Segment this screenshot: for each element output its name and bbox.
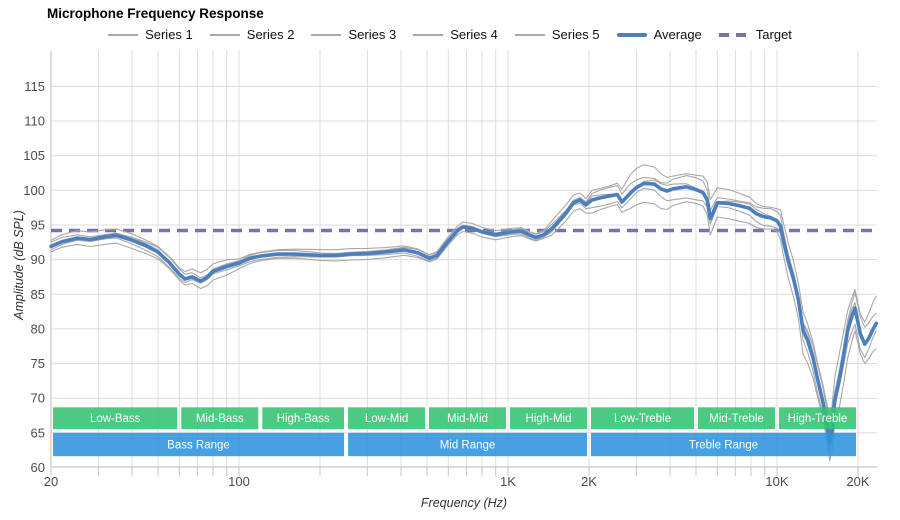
legend-item-series-1[interactable]: Series 1 <box>108 27 193 42</box>
legend-item-series-5[interactable]: Series 5 <box>514 27 600 42</box>
average-line <box>49 181 879 445</box>
y-tick-label: 115 <box>24 79 45 94</box>
chart-legend: Series 1 Series 2 Series 3 Series 4 Series 5… <box>0 27 900 42</box>
y-tick-label: 75 <box>31 356 45 371</box>
legend-label: Target <box>755 27 792 42</box>
x-tick-label: 20 <box>44 474 58 489</box>
band-high-mid <box>510 407 587 430</box>
page-title: Microphone Frequency Response <box>47 6 264 21</box>
y-tick-label: 85 <box>31 287 45 302</box>
x-tick-label: 100 <box>228 474 250 489</box>
band-mid-bass <box>181 407 259 430</box>
legend-item-series-3[interactable]: Series 3 <box>311 27 396 42</box>
band-label: Low-Treble <box>614 413 671 425</box>
y-tick-label: 65 <box>31 425 45 440</box>
band-label: Treble Range <box>689 440 758 452</box>
band-label: Low-Mid <box>365 413 408 425</box>
x-axis-title: Frequency (Hz) <box>420 496 508 510</box>
legend-label: Series 1 <box>145 27 193 42</box>
legend-item-series-2[interactable]: Series 2 <box>209 27 295 42</box>
y-tick-label: 90 <box>31 252 45 267</box>
y-tick-label: 95 <box>31 218 45 233</box>
legend-swatch-dash-line-icon <box>718 32 749 37</box>
band-mid-treble <box>698 407 775 430</box>
legend-item-target[interactable]: Target <box>718 27 792 42</box>
band-mid-mid <box>429 407 506 430</box>
band-high-bass <box>262 407 344 430</box>
legend-swatch-thin-line-icon <box>108 33 139 36</box>
x-tick-label: 10K <box>765 474 788 489</box>
band-label: High-Treble <box>788 413 848 425</box>
y-tick-label: 100 <box>23 183 45 198</box>
band-low-mid <box>348 407 426 430</box>
band-low-bass <box>53 407 178 430</box>
x-tick-label: 20K <box>846 474 869 489</box>
y-tick-label: 80 <box>31 321 45 336</box>
band-label: High-Mid <box>525 413 571 425</box>
legend-label: Series 4 <box>450 27 498 42</box>
band-label: Bass Range <box>167 440 230 452</box>
band-label: Mid Range <box>440 440 496 452</box>
y-axis-title: Amplitude (dB SPL) <box>12 210 26 320</box>
legend-swatch-thin-line-icon <box>514 33 545 36</box>
legend-swatch-thin-line-icon <box>311 33 342 36</box>
x-tick-label: 2K <box>581 474 597 489</box>
legend-swatch-thin-line-icon <box>413 33 444 36</box>
band-mid-range <box>348 432 587 457</box>
band-high-treble <box>779 407 856 430</box>
y-tick-label: 105 <box>23 148 45 163</box>
series-1-line <box>50 164 877 422</box>
band-bass-range <box>53 432 345 457</box>
series-5-line <box>50 201 877 462</box>
series-2-line <box>50 175 877 432</box>
y-tick-label: 70 <box>31 391 45 406</box>
band-label: High-Bass <box>277 413 330 425</box>
legend-label: Series 3 <box>348 27 397 42</box>
band-low-treble <box>591 407 694 430</box>
band-label: Mid-Mid <box>447 413 488 425</box>
legend-label: Series 5 <box>551 27 600 42</box>
band-treble-range <box>591 432 856 457</box>
band-label: Low-Bass <box>90 413 141 425</box>
legend-label: Average <box>653 27 702 42</box>
legend-item-series-4[interactable]: Series 4 <box>413 27 498 42</box>
y-tick-label: 110 <box>24 114 45 129</box>
series-4-line <box>50 187 877 452</box>
legend-label: Series 2 <box>246 27 295 42</box>
x-tick-label: 1K <box>500 474 516 489</box>
y-tick-label: 60 <box>31 460 45 475</box>
legend-swatch-thin-line-icon <box>209 33 240 36</box>
band-label: Mid-Treble <box>709 413 764 425</box>
legend-item-average[interactable]: Average <box>616 27 702 42</box>
band-label: Mid-Bass <box>196 413 244 425</box>
legend-swatch-thick-line-icon <box>616 32 647 37</box>
series-3-line <box>50 179 877 445</box>
